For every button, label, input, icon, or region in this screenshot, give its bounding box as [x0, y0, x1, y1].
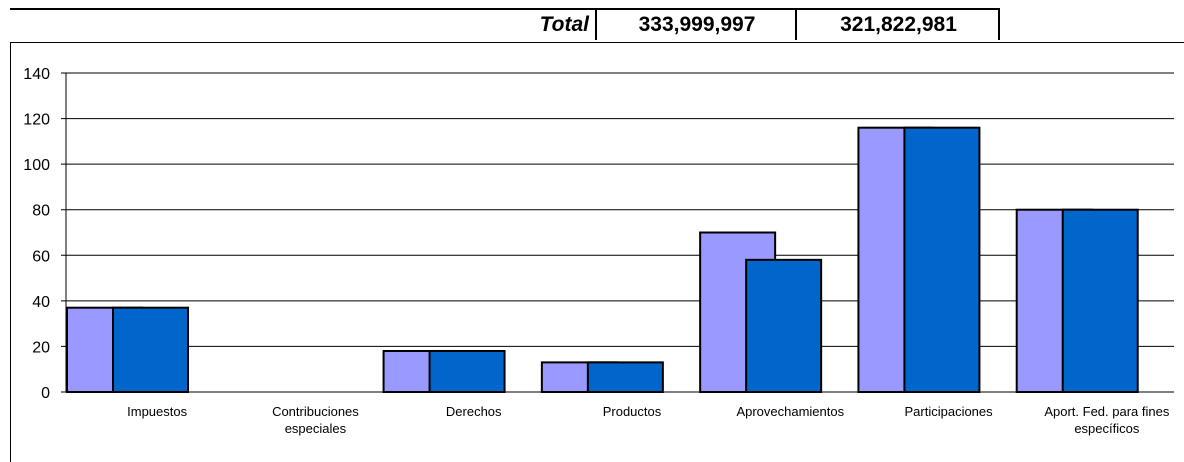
y-tick-label: 100 [23, 157, 50, 174]
y-tick-label: 120 [23, 112, 50, 129]
totals-value-1: 333,999,997 [599, 8, 797, 40]
bar-series2 [586, 361, 664, 393]
y-tick-label: 0 [41, 385, 50, 402]
y-tick-label: 140 [23, 66, 50, 83]
bar-series2 [428, 349, 506, 394]
x-tick-label: Aport. Fed. para fines [1044, 404, 1170, 419]
bar-series2 [903, 126, 981, 394]
x-tick-label: Impuestos [127, 404, 187, 419]
x-tick-label: Productos [603, 404, 662, 419]
chart-frame [10, 42, 1184, 462]
y-tick-label: 20 [32, 339, 50, 356]
totals-value-2: 321,822,981 [799, 8, 1000, 40]
x-tick-label: Contribuciones [272, 404, 359, 419]
bar-series2 [1061, 208, 1139, 393]
bar-series2 [112, 306, 189, 394]
x-tick-label: especiales [285, 421, 347, 436]
y-tick-label: 60 [32, 248, 50, 265]
y-tick-label: 80 [32, 203, 50, 220]
totals-label: Total [10, 8, 597, 40]
bar-series2 [745, 258, 823, 394]
x-tick-label: Aprovechamientos [736, 404, 844, 419]
x-tick-label: Participaciones [904, 404, 993, 419]
x-tick-label: Derechos [446, 404, 502, 419]
x-tick-label: específicos [1074, 421, 1140, 436]
y-tick-label: 40 [32, 294, 50, 311]
totals-top-border [10, 8, 1000, 10]
